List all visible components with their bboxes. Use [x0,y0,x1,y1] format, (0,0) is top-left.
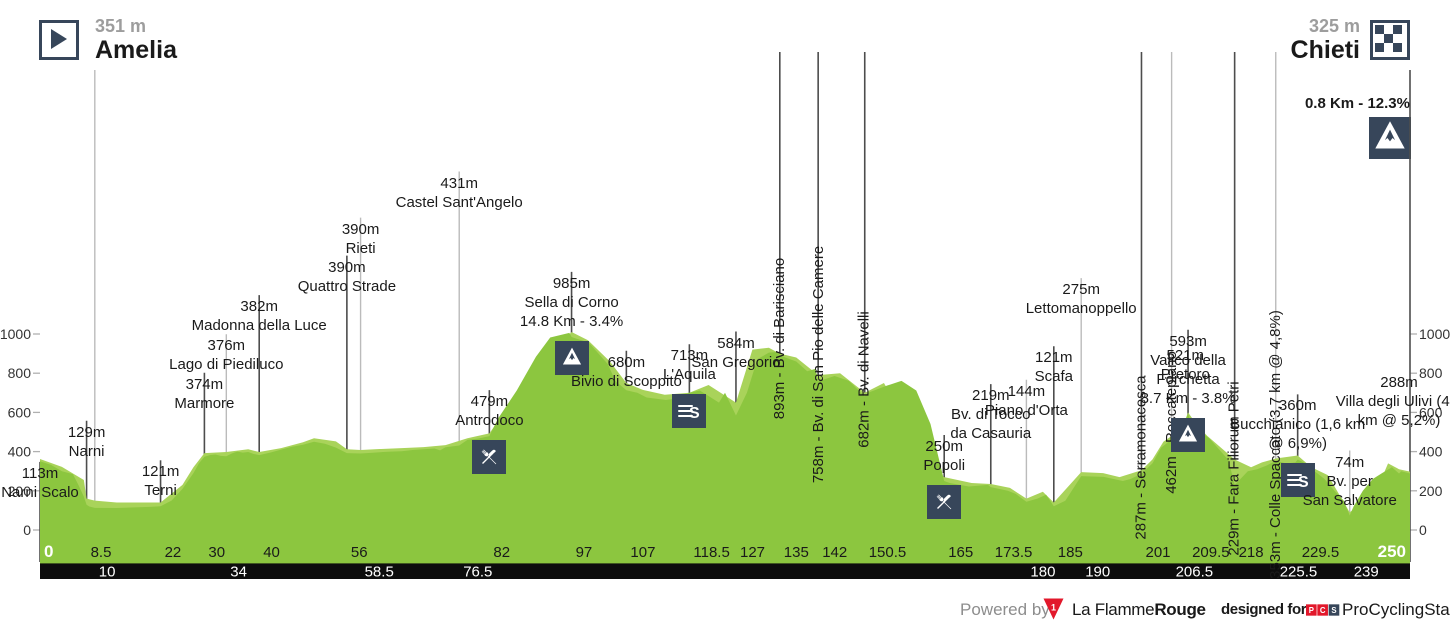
svg-text:8.5: 8.5 [91,544,112,561]
svg-text:56: 56 [351,544,368,561]
svg-text:800: 800 [8,365,32,381]
svg-text:S: S [689,405,700,422]
svg-text:30: 30 [208,544,225,561]
svg-text:600: 600 [8,404,32,420]
svg-text:1000: 1000 [0,326,31,342]
svg-text:0: 0 [23,522,31,538]
svg-text:40: 40 [263,544,280,561]
svg-text:225.5: 225.5 [1280,564,1318,581]
svg-text:229.5: 229.5 [1302,544,1340,561]
svg-text:58.5: 58.5 [365,564,394,581]
svg-text:209.5: 209.5 [1192,544,1230,561]
svg-text:0: 0 [1419,522,1427,538]
svg-text:97: 97 [576,544,593,561]
svg-text:1000: 1000 [1419,326,1450,342]
svg-text:180: 180 [1030,564,1055,581]
svg-text:82: 82 [493,544,510,561]
svg-text:206.5: 206.5 [1176,564,1214,581]
svg-text:118.5: 118.5 [693,544,729,561]
svg-text:239: 239 [1354,564,1379,581]
svg-text:34: 34 [230,564,247,581]
svg-text:142: 142 [822,544,847,561]
svg-text:107: 107 [630,544,655,561]
svg-text:22: 22 [165,544,182,561]
svg-text:190: 190 [1085,564,1110,581]
svg-text:201: 201 [1146,544,1171,561]
svg-text:185: 185 [1058,544,1083,561]
svg-text:150.5: 150.5 [869,544,907,561]
svg-text:165: 165 [948,544,973,561]
svg-text:173.5: 173.5 [995,544,1033,561]
svg-text:0: 0 [44,542,53,561]
svg-text:135: 135 [784,544,809,561]
svg-text:127: 127 [740,544,765,561]
svg-text:76.5: 76.5 [463,564,492,581]
svg-text:250: 250 [1378,542,1406,561]
svg-text:10: 10 [99,564,116,581]
